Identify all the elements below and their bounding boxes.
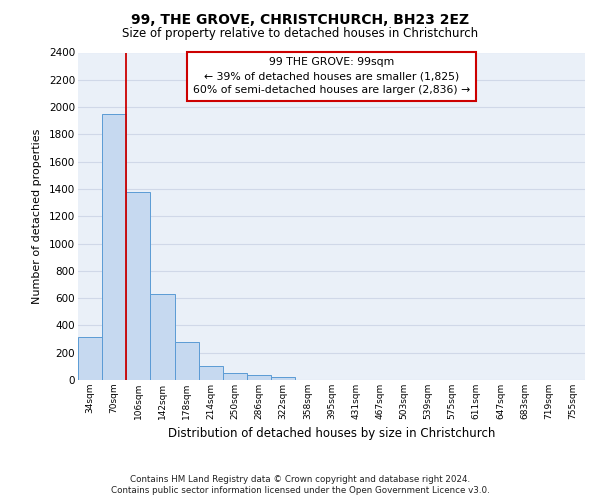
Bar — [175, 342, 199, 380]
X-axis label: Distribution of detached houses by size in Christchurch: Distribution of detached houses by size … — [168, 428, 495, 440]
Text: Contains public sector information licensed under the Open Government Licence v3: Contains public sector information licen… — [110, 486, 490, 495]
Text: 99 THE GROVE: 99sqm
← 39% of detached houses are smaller (1,825)
60% of semi-det: 99 THE GROVE: 99sqm ← 39% of detached ho… — [193, 58, 470, 96]
Text: 99, THE GROVE, CHRISTCHURCH, BH23 2EZ: 99, THE GROVE, CHRISTCHURCH, BH23 2EZ — [131, 12, 469, 26]
Y-axis label: Number of detached properties: Number of detached properties — [32, 128, 42, 304]
Bar — [271, 376, 295, 380]
Bar — [223, 374, 247, 380]
Bar — [247, 375, 271, 380]
Bar — [126, 192, 151, 380]
Bar — [78, 337, 102, 380]
Text: Size of property relative to detached houses in Christchurch: Size of property relative to detached ho… — [122, 28, 478, 40]
Bar — [102, 114, 126, 380]
Text: Contains HM Land Registry data © Crown copyright and database right 2024.: Contains HM Land Registry data © Crown c… — [130, 475, 470, 484]
Bar — [199, 366, 223, 380]
Bar — [151, 294, 175, 380]
